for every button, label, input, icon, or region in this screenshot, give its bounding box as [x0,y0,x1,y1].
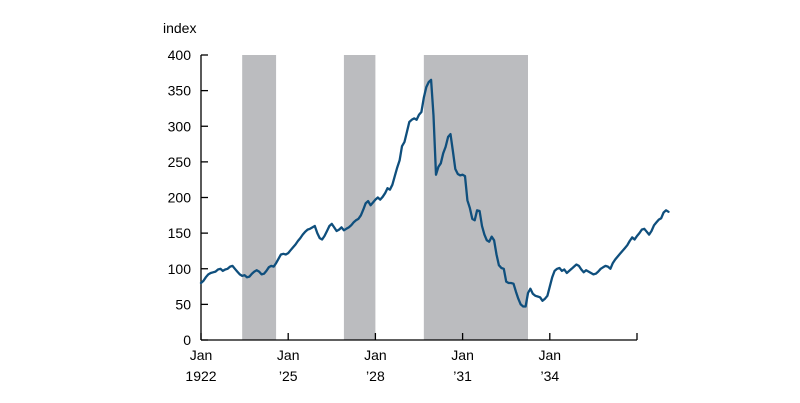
x-tick-label-month: Jan [539,347,562,363]
recession-bands [242,55,528,340]
y-tick-label: 400 [168,47,192,63]
recession-band [423,55,528,340]
y-tick-label: 350 [168,83,192,99]
x-tick-label-month: Jan [190,347,213,363]
series-layer [199,78,670,308]
y-tick-label: 250 [168,154,192,170]
y-tick-label: 300 [168,118,192,134]
y-tick-label: 100 [168,261,192,277]
x-axis: Jan 1922 Jan ’25 Jan ’28 Jan ’31 Jan ’34 [185,333,638,384]
x-tick-label-month: Jan [451,347,474,363]
y-axis-label: index [163,20,196,36]
y-tick-label: 0 [183,332,191,348]
x-tick-label-month: Jan [277,347,300,363]
recession-band [242,55,277,340]
recession-band [343,55,376,340]
x-tick-label-year: ’28 [366,368,385,384]
y-tick-label: 150 [168,225,192,241]
y-axis: 0 50 100 150 200 250 300 350 400 [168,47,208,348]
x-tick-label-year: 1922 [185,368,216,384]
x-tick-label-year: ’31 [453,368,472,384]
y-tick-label: 200 [168,190,192,206]
x-tick-label-year: ’25 [279,368,298,384]
series-line [199,78,670,308]
y-tick-label: 50 [175,296,191,312]
x-tick-label-month: Jan [364,347,387,363]
x-tick-label-year: ’34 [540,368,559,384]
